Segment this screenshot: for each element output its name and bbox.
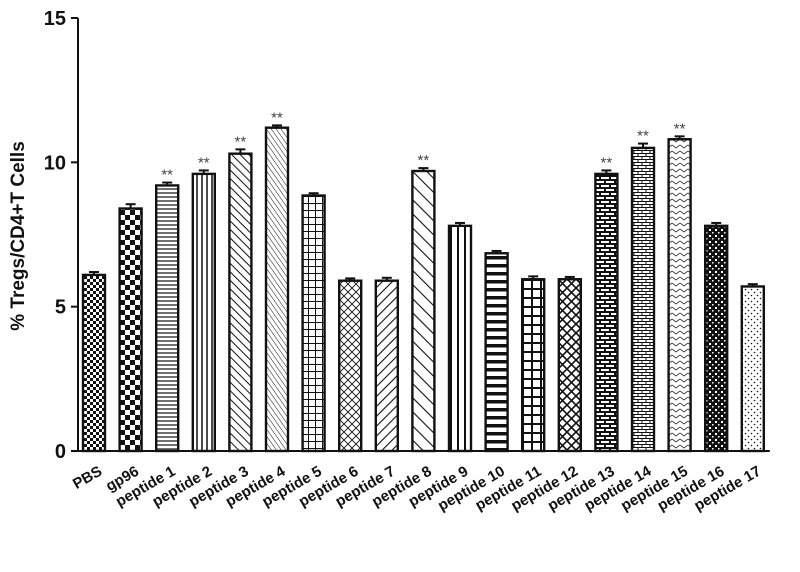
significance-marker: ** (198, 154, 210, 171)
significance-marker: ** (235, 133, 247, 150)
bar-4 (191, 172, 217, 453)
category-label: PBS (70, 463, 105, 493)
bar-7 (301, 194, 326, 453)
y-tick-label: 10 (44, 152, 66, 174)
bar-5 (228, 152, 253, 453)
bar-10 (411, 169, 436, 453)
bar-14 (557, 278, 582, 453)
significance-marker: ** (674, 120, 686, 137)
y-axis-label: % Tregs/CD4+T Cells (8, 141, 29, 331)
y-tick-label: 5 (55, 297, 66, 319)
bar-12 (484, 252, 509, 453)
significance-marker: ** (161, 167, 173, 184)
y-tick-label: 0 (55, 441, 66, 463)
significance-marker: ** (271, 109, 283, 126)
significance-marker: ** (637, 128, 649, 145)
bar-18 (704, 224, 729, 453)
bar-8 (338, 279, 363, 453)
bar-15 (594, 172, 619, 453)
bar-16 (630, 146, 656, 453)
bar-9 (374, 279, 399, 453)
bar-11 (447, 224, 473, 453)
bar-19 (740, 285, 765, 453)
bar-13 (521, 278, 546, 453)
bar-6 (264, 126, 290, 453)
bar-3 (154, 184, 180, 453)
y-tick-label: 15 (44, 8, 66, 30)
bars: ** ** ** ** ** ** ** ** (81, 109, 765, 453)
axes: 0 5 10 15 (44, 8, 770, 463)
bar-17 (667, 138, 692, 453)
significance-marker: ** (418, 152, 430, 169)
bar-1 (81, 273, 107, 453)
significance-marker: ** (601, 154, 613, 171)
bar-2 (118, 207, 143, 453)
